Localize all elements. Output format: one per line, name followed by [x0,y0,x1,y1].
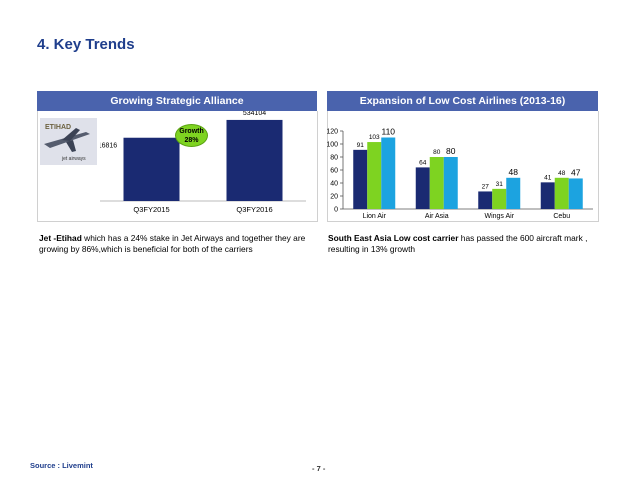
right-panel-header: Expansion of Low Cost Airlines (2013-16) [327,91,598,111]
left-chart: 416816 Q3FY2015 534104 Q3FY2016 [100,111,306,214]
right-chart-bar [506,177,521,209]
right-chart-data-label: 103 [369,134,380,141]
left-chart-tick-label: Q3FY2015 [133,205,169,214]
logo-text: ETIHAD [45,124,71,131]
right-chart-data-label: 48 [558,170,566,177]
right-chart-data-label: 48 [509,167,519,177]
right-chart-data-label: 47 [571,167,581,177]
right-chart-data-label: 110 [381,127,395,137]
growth-badge-value: 28% [184,137,199,144]
left-chart-tick-label: Q3FY2016 [236,205,272,214]
right-chart-data-label: 27 [482,183,490,190]
left-chart-bar [226,119,283,201]
logo-subtext: jet airways [61,156,86,162]
right-chart-bar [367,142,382,209]
left-description-bold: Jet -Etihad [39,233,82,243]
right-chart-data-label: 41 [544,174,552,181]
left-chart-data-label: 534104 [243,111,266,117]
right-chart-bar [540,182,555,209]
right-chart-bar [443,157,458,209]
etihad-jet-logo: ETIHAD jet airways [40,118,97,165]
right-chart-y-tick-label: 20 [330,194,338,201]
right-chart-y-tick-label: 60 [330,168,338,175]
right-chart-bar [429,157,444,209]
right-description-text: has passed the 600 aircraft mark , resul… [328,233,588,254]
right-chart-y-tick-label: 100 [327,142,338,149]
right-chart-bar [554,177,569,209]
growth-badge-label: Growth [179,128,204,135]
right-chart-bar [478,191,493,209]
right-chart-y-tick-label: 40 [330,181,338,188]
left-description: Jet -Etihad which has a 24% stake in Jet… [39,233,309,255]
right-description: South East Asia Low cost carrier has pas… [328,233,598,255]
source-note: Source : Livemint [30,461,93,470]
right-chart-data-label: 80 [433,149,441,156]
right-chart-bar [568,178,583,209]
right-chart-y-tick-label: 80 [330,155,338,162]
slide-title: 4. Key Trends [37,36,135,53]
left-chart-bar [123,137,180,201]
right-chart-bar [415,167,430,209]
right-chart-data-label: 64 [419,159,427,166]
right-chart-data-label: 80 [446,146,456,156]
right-chart-data-label: 91 [357,142,365,149]
right-chart-bar [381,137,396,209]
right-chart-x-tick-label: Air Asia [425,213,449,220]
right-description-bold: South East Asia Low cost carrier [328,233,459,243]
right-chart-bar [353,149,368,209]
page-number: - 7 - [312,464,326,473]
left-chart-data-label: 416816 [100,143,117,150]
left-description-text: which has a 24% stake in Jet Airways and… [39,233,306,254]
right-chart-y-tick-label: 0 [334,207,338,214]
right-chart-x-tick-label: Cebu [553,213,570,220]
growth-badge: Growth 28% [175,124,208,147]
right-chart-y-tick-label: 120 [327,129,338,136]
right-chart-data-label: 31 [496,181,504,188]
right-chart-x-tick-label: Lion Air [363,213,387,220]
left-panel-header: Growing Strategic Alliance [37,91,317,111]
right-chart-bar [492,188,507,209]
right-chart-x-tick-label: Wings Air [484,213,514,220]
